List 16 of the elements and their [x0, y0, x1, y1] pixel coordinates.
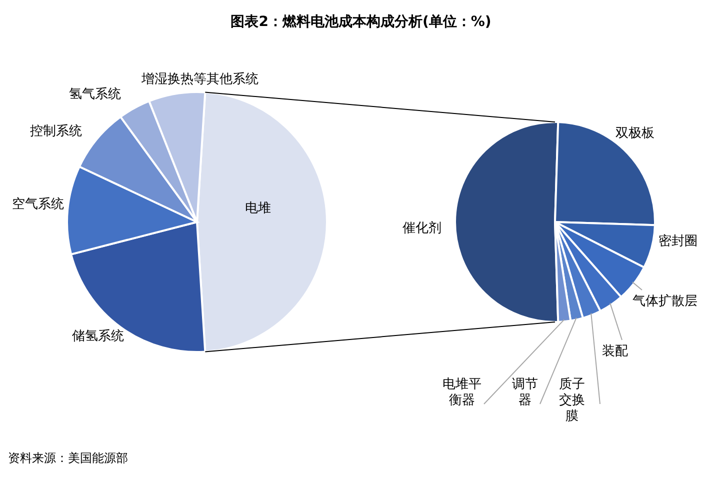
slice-label: 催化剂: [402, 220, 442, 236]
slice-label: 电堆: [245, 201, 271, 216]
slice-label: 装配: [602, 344, 628, 359]
slice-label: 增湿换热等其他系统: [140, 72, 258, 87]
slice-label: 调节器: [512, 377, 538, 408]
slice-label: 质子交换膜: [559, 377, 585, 424]
slice-label: 空气系统: [12, 197, 64, 212]
slice-label: 密封圈: [658, 234, 698, 249]
slice-label: 控制系统: [30, 124, 82, 139]
slice-label: 氢气系统: [69, 87, 121, 102]
slice-label: 双极板: [616, 126, 654, 141]
slice-label: 电堆平衡器: [442, 377, 482, 408]
text: 图表2：燃料电池成本构成分析(单位：%): [230, 14, 492, 30]
text: 资料来源：美国能源部: [8, 451, 128, 465]
slice-label: 储氢系统: [72, 329, 124, 344]
slice-label: 气体扩散层: [632, 294, 698, 309]
